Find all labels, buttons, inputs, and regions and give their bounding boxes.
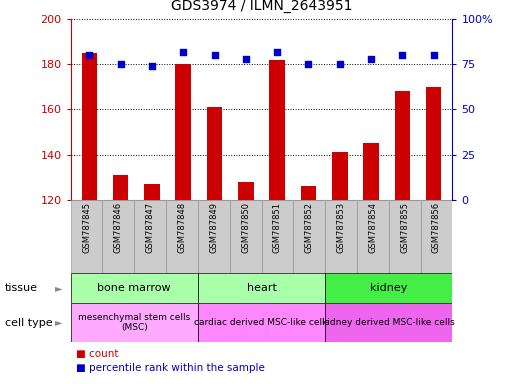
Bar [134,200,166,273]
Bar [332,152,348,384]
Text: GSM787849: GSM787849 [209,202,218,253]
Bar [230,200,262,273]
Bar [293,200,325,273]
Bar [113,175,129,384]
Bar [389,200,420,273]
Text: ►: ► [55,283,62,293]
Bar [144,184,160,384]
Text: GSM787854: GSM787854 [368,202,378,253]
Bar [426,87,441,384]
Text: cell type: cell type [5,318,53,328]
Text: mesenchymal stem cells
(MSC): mesenchymal stem cells (MSC) [78,313,190,332]
Bar [394,91,410,384]
Bar [198,273,325,303]
Text: ►: ► [55,318,62,328]
Text: ■ count: ■ count [76,349,118,359]
Bar [175,65,191,384]
Text: ■ percentile rank within the sample: ■ percentile rank within the sample [76,363,265,373]
Bar [325,200,357,273]
Text: heart: heart [246,283,277,293]
Text: GSM787850: GSM787850 [241,202,250,253]
Text: kidney: kidney [370,283,407,293]
Bar [198,303,325,342]
Bar [269,60,285,384]
Bar [71,273,198,303]
Point [304,61,313,68]
Text: GSM787852: GSM787852 [305,202,314,253]
Bar [166,200,198,273]
Bar [357,200,389,273]
Text: GSM787851: GSM787851 [273,202,282,253]
Text: cardiac derived MSC-like cells: cardiac derived MSC-like cells [194,318,329,327]
Point [398,52,406,58]
Text: GSM787855: GSM787855 [400,202,409,253]
Point [148,63,156,69]
Point [242,56,250,62]
Text: GSM787847: GSM787847 [145,202,155,253]
Bar [82,53,97,384]
Bar [71,303,198,342]
Bar [262,200,293,273]
Text: GDS3974 / ILMN_2643951: GDS3974 / ILMN_2643951 [170,0,353,13]
Point [367,56,375,62]
Bar [71,200,103,273]
Point [429,52,438,58]
Bar [325,303,452,342]
Text: GSM787845: GSM787845 [82,202,91,253]
Text: GSM787846: GSM787846 [114,202,123,253]
Bar [103,200,134,273]
Point [273,49,281,55]
Point [179,49,187,55]
Bar [207,107,222,384]
Bar [420,200,452,273]
Bar [301,186,316,384]
Bar [198,200,230,273]
Point [117,61,125,68]
Text: GSM787853: GSM787853 [336,202,346,253]
Bar [325,273,452,303]
Text: tissue: tissue [5,283,38,293]
Text: GSM787848: GSM787848 [177,202,187,253]
Text: kidney derived MSC-like cells: kidney derived MSC-like cells [322,318,455,327]
Bar [363,143,379,384]
Point [210,52,219,58]
Text: bone marrow: bone marrow [97,283,171,293]
Point [85,52,94,58]
Bar [238,182,254,384]
Text: GSM787856: GSM787856 [432,202,441,253]
Point [336,61,344,68]
